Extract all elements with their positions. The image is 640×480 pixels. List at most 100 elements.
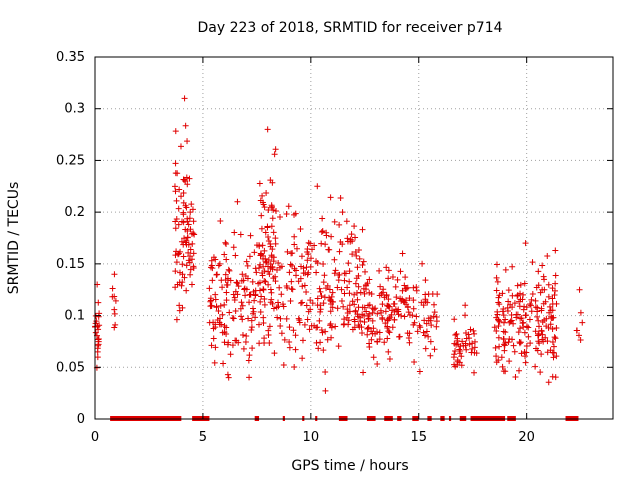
data-point <box>183 287 190 294</box>
data-point <box>173 316 180 323</box>
data-point <box>320 279 327 286</box>
data-point <box>173 248 180 255</box>
data-point <box>263 258 270 265</box>
data-point <box>416 368 423 375</box>
data-points <box>92 95 586 394</box>
data-point <box>386 303 393 310</box>
data-point <box>208 302 215 309</box>
data-point <box>230 244 237 251</box>
data-point <box>344 235 351 242</box>
data-point <box>349 298 356 305</box>
data-point <box>265 268 272 275</box>
axis-ticks <box>94 56 613 420</box>
data-point <box>190 218 197 225</box>
data-point <box>190 230 197 237</box>
data-point <box>411 319 418 326</box>
data-point <box>262 255 269 262</box>
data-point <box>499 363 506 370</box>
data-point <box>550 343 557 350</box>
data-point <box>355 272 362 279</box>
data-point <box>364 325 371 332</box>
data-point <box>249 278 256 285</box>
data-point <box>379 314 386 321</box>
data-point <box>256 321 263 328</box>
data-point <box>534 347 541 354</box>
data-point <box>260 319 267 326</box>
data-point <box>359 262 366 269</box>
data-point <box>451 316 458 323</box>
data-point <box>537 369 544 376</box>
data-point <box>509 263 516 270</box>
data-point <box>180 190 187 197</box>
data-point <box>298 253 305 260</box>
y-tick-label: 0 <box>77 412 85 427</box>
data-point <box>352 308 359 315</box>
data-point <box>188 201 195 208</box>
data-point <box>286 344 293 351</box>
data-point <box>242 338 249 345</box>
data-point <box>208 342 215 349</box>
data-point <box>241 285 248 292</box>
data-point <box>257 298 264 305</box>
data-point <box>207 298 214 305</box>
data-point <box>351 223 358 230</box>
data-point <box>317 308 324 315</box>
data-point <box>358 324 365 331</box>
data-point <box>231 229 238 236</box>
data-point <box>543 323 550 330</box>
data-point <box>267 177 274 184</box>
data-point <box>502 368 509 375</box>
data-point <box>213 303 220 310</box>
data-point <box>217 218 224 225</box>
data-point <box>212 256 219 263</box>
data-point <box>271 151 278 158</box>
data-point <box>359 226 366 233</box>
data-point <box>172 170 179 177</box>
data-point <box>305 239 312 246</box>
data-point <box>335 277 342 284</box>
data-point <box>471 369 478 376</box>
data-point <box>385 348 392 355</box>
y-tick-label: 0.2 <box>64 205 85 220</box>
data-point <box>172 268 179 275</box>
data-point <box>390 301 397 308</box>
data-point <box>354 296 361 303</box>
data-point <box>172 225 179 232</box>
data-point <box>185 249 192 256</box>
data-point <box>410 297 417 304</box>
data-point <box>535 323 542 330</box>
data-point <box>301 282 308 289</box>
data-point <box>234 280 241 287</box>
data-point <box>283 210 290 217</box>
data-point <box>227 351 234 358</box>
data-point <box>299 337 306 344</box>
data-point <box>265 263 272 270</box>
data-point <box>288 250 295 257</box>
data-point <box>431 309 438 316</box>
data-point <box>95 342 102 349</box>
data-point <box>532 304 539 311</box>
data-point <box>183 237 190 244</box>
data-point <box>496 343 503 350</box>
data-point <box>541 286 548 293</box>
data-point <box>280 303 287 310</box>
data-point <box>378 290 385 297</box>
data-point <box>433 314 440 321</box>
data-point <box>492 344 499 351</box>
data-point <box>238 299 245 306</box>
data-point <box>305 269 312 276</box>
data-point <box>507 301 514 308</box>
y-tick-label: 0.3 <box>64 102 85 117</box>
data-point <box>364 280 371 287</box>
data-point <box>345 317 352 324</box>
data-point <box>394 276 401 283</box>
data-point <box>111 271 118 278</box>
data-point <box>271 350 278 357</box>
data-point <box>532 328 539 335</box>
data-point <box>532 363 539 370</box>
data-point <box>534 308 541 315</box>
y-tick-label: 0.25 <box>56 153 85 168</box>
data-point <box>272 146 279 153</box>
data-point <box>546 303 553 310</box>
data-point <box>172 188 179 195</box>
